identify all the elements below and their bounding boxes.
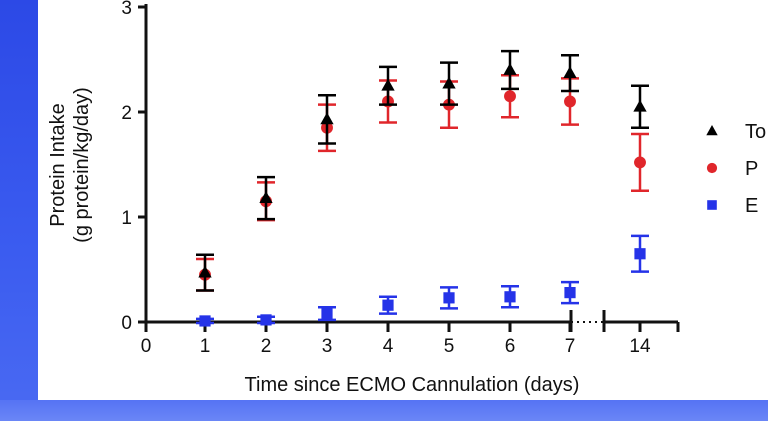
x-tick-label: 2	[261, 336, 272, 357]
legend: To PE	[706, 121, 766, 217]
data-point	[199, 315, 211, 327]
x-tick-label: 4	[383, 336, 394, 357]
y-tick-label: 0	[121, 313, 132, 334]
legend-marker	[706, 125, 718, 136]
data-point	[564, 287, 576, 299]
y-axis-title-line2: (g protein/kg/day)	[71, 87, 93, 243]
x-tick-label: 3	[322, 336, 333, 357]
legend-label: To	[745, 121, 766, 143]
x-tick-label: 14	[629, 336, 651, 357]
data-point	[198, 265, 212, 278]
data-point	[260, 314, 272, 326]
data-point	[504, 90, 516, 103]
legend-label: E	[745, 195, 758, 217]
data-point	[382, 299, 394, 311]
legend-marker	[706, 162, 718, 174]
x-tick-label: 1	[200, 336, 211, 357]
data-point	[634, 248, 646, 260]
x-tick-label: 6	[505, 336, 516, 357]
y-axis-title-line1: Protein Intake	[47, 103, 69, 226]
y-tick-label: 1	[121, 208, 132, 229]
data-point	[320, 112, 334, 125]
legend-label: P	[745, 158, 758, 180]
x-tick-label: 0	[141, 336, 152, 357]
data-point	[442, 76, 456, 89]
data-marks	[196, 49, 649, 327]
x-tick-label: 7	[565, 336, 576, 357]
data-point	[633, 99, 647, 112]
x-tick-label: 5	[444, 336, 455, 357]
chart-panel	[38, 0, 768, 400]
x-axis-title: Time since ECMO Cannulation (days)	[245, 374, 580, 396]
data-point	[504, 291, 516, 303]
legend-marker	[707, 200, 717, 210]
data-point	[564, 95, 576, 108]
data-point	[259, 191, 273, 203]
y-tick-label: 2	[121, 103, 132, 124]
y-tick-label: 3	[121, 0, 132, 19]
data-point	[443, 292, 455, 304]
data-point	[321, 308, 333, 320]
data-point	[563, 66, 577, 79]
data-point	[381, 78, 395, 91]
data-point	[503, 63, 517, 75]
axes: 0 1 2 3 0 1 2 3 4 5 6 7 14	[121, 0, 680, 357]
background-band	[0, 400, 768, 421]
data-point	[634, 156, 646, 169]
